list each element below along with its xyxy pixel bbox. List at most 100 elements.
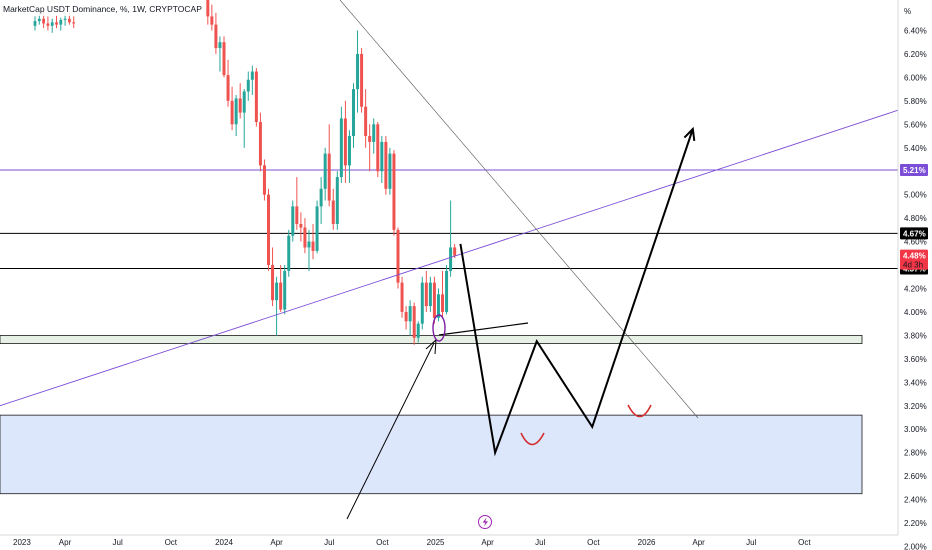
y-tick-label: 2.80%	[904, 449, 927, 458]
candle-body	[267, 194, 271, 266]
candle-body	[453, 247, 457, 256]
time-axis[interactable]: 2023 Apr Jul Oct 2024 Apr Jul Oct 2025 Apr Jul Oct 2…	[13, 538, 811, 547]
y-tick-label: 5.60%	[904, 120, 927, 129]
y-tick-label: 6.00%	[904, 73, 927, 82]
candle-body	[307, 241, 311, 248]
candle-body	[327, 153, 331, 201]
candle-body	[303, 227, 307, 248]
x-tick-label: Apr	[481, 538, 494, 547]
title-backdrop	[0, 2, 178, 16]
y-tick-label: 3.00%	[904, 425, 927, 434]
candle-body	[364, 106, 368, 137]
candle-body	[347, 136, 351, 166]
candle-body	[311, 241, 315, 251]
x-tick-label: 2026	[638, 538, 656, 547]
rising-trendline[interactable]	[0, 109, 899, 407]
candle-body	[420, 282, 424, 324]
bottom-mark-1	[520, 432, 545, 446]
x-tick-label: Oct	[587, 538, 600, 547]
candle-body	[63, 18, 67, 20]
y-tick-label: 2.00%	[904, 542, 927, 550]
candle-body	[372, 124, 376, 142]
x-tick-label: Jul	[535, 538, 545, 547]
candle-body	[323, 153, 327, 189]
y-tick-label: 6.40%	[904, 26, 927, 35]
y-tick-label: 4.00%	[904, 308, 927, 317]
candle-body	[254, 71, 258, 122]
candle-body	[59, 19, 63, 25]
candle-body	[384, 141, 388, 189]
y-tick-label: 3.60%	[904, 355, 927, 364]
candle-body	[222, 42, 226, 76]
candle-body	[424, 282, 428, 307]
candle-body	[368, 136, 372, 142]
candle-body	[42, 18, 45, 24]
y-tick-label: 5.00%	[904, 191, 927, 200]
candle-body	[416, 323, 420, 338]
candle-body	[50, 22, 54, 26]
candle-body	[33, 21, 37, 26]
y-tick-label: 3.80%	[904, 331, 927, 340]
level-badge: 5.21%	[903, 166, 926, 175]
candlestick-series	[33, 0, 457, 345]
y-tick-label: 5.80%	[904, 97, 927, 106]
candle-body	[331, 200, 335, 224]
candle-body	[295, 206, 299, 224]
y-tick-label: 5.40%	[904, 144, 927, 153]
price-badges: 5.21%4.67%4.37%4.48%4d 3h	[900, 164, 928, 275]
candle-body	[396, 229, 400, 283]
level-badge: 4.67%	[903, 229, 926, 238]
y-tick-label: 2.40%	[904, 496, 927, 505]
x-tick-label: Apr	[59, 538, 72, 547]
candle-body	[404, 311, 408, 322]
candle-body	[356, 53, 360, 90]
candle-body	[37, 18, 41, 22]
x-tick-label: 2023	[13, 538, 31, 547]
candle-body	[400, 282, 404, 312]
bar-countdown-label: 4d 3h	[903, 261, 923, 270]
x-tick-label: 2025	[427, 538, 445, 547]
candle-body	[242, 91, 246, 113]
candle-body	[246, 79, 250, 92]
x-tick-label: Apr	[692, 538, 705, 547]
y-tick-label: 4.60%	[904, 238, 927, 247]
candle-body	[388, 153, 392, 189]
candle-body	[283, 270, 287, 310]
candle-body	[299, 223, 303, 228]
candle-body	[275, 282, 279, 301]
candle-body	[445, 270, 449, 312]
pointer-arrow-line[interactable]	[346, 342, 435, 520]
replay-icon[interactable]	[478, 515, 492, 529]
current-price-badge-bg	[900, 249, 928, 270]
falling-trendline[interactable]	[339, 0, 699, 419]
level-badge-bg	[900, 227, 928, 240]
plot-area[interactable]	[0, 0, 899, 535]
candle-body	[258, 121, 262, 166]
price-axis[interactable]: % 6.40%6.20%6.00%5.80%5.60%5.40%5.20%5.0…	[904, 7, 927, 550]
candle-body	[238, 98, 242, 113]
projection-path[interactable]	[459, 128, 694, 457]
x-tick-label: Oct	[798, 538, 811, 547]
candle-body	[218, 42, 222, 49]
candle-body	[206, 0, 210, 17]
candle-body	[408, 306, 412, 322]
candle-body	[339, 118, 343, 178]
candle-body	[46, 23, 50, 26]
target-zone[interactable]	[0, 414, 863, 495]
y-unit-label: %	[904, 7, 911, 16]
candle-body	[234, 98, 238, 125]
candle-body	[68, 18, 71, 23]
support-zone[interactable]	[0, 334, 863, 345]
x-tick-label: 2024	[215, 538, 233, 547]
candle-body	[319, 188, 323, 207]
candle-body	[214, 24, 218, 49]
candle-body	[376, 124, 380, 172]
candle-body	[279, 282, 283, 310]
y-tick-label: 4.80%	[904, 214, 927, 223]
chart-title: MarketCap USDT Dominance, %, 1W, CRYPTOC…	[3, 4, 202, 14]
neckline[interactable]	[438, 322, 529, 336]
y-tick-label: 3.40%	[904, 378, 927, 387]
candle-body	[432, 282, 436, 318]
candle-body	[392, 153, 396, 230]
